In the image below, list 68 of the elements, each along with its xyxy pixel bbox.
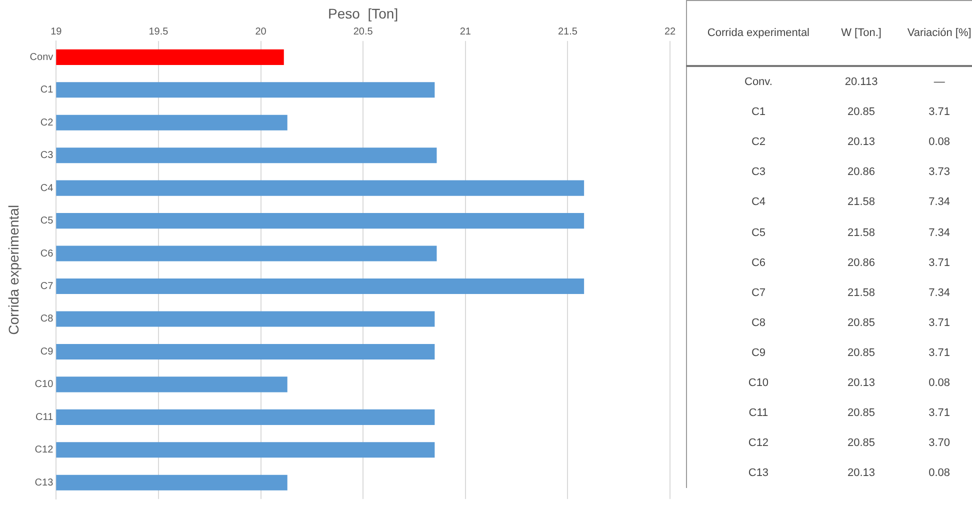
y-tick-label: C6	[40, 248, 54, 260]
y-tick-label: C9	[40, 346, 54, 358]
text: 3.70	[928, 436, 952, 452]
text: C6	[750, 256, 766, 271]
data-label: 20.13	[846, 376, 876, 391]
text: C8	[750, 316, 766, 331]
y-tick-label: Conv	[30, 52, 54, 63]
y-tick-label: C2	[40, 117, 54, 128]
x-tick-label: 19.5	[148, 26, 169, 38]
y-tick-label: C13	[34, 477, 54, 488]
text: —	[932, 75, 946, 90]
text: Variación [%]	[892, 0, 972, 66]
data-label: 20.113	[844, 75, 879, 90]
text: C13	[747, 466, 770, 482]
data-label: 20.13	[846, 135, 876, 150]
y-tick-label: C11	[36, 412, 54, 423]
y-tick-label: C7	[40, 281, 54, 292]
text: 0.08	[928, 135, 952, 150]
text: C9	[750, 346, 766, 361]
text: C2	[750, 135, 766, 150]
text: C7	[750, 286, 766, 301]
y-tick-label: C3	[40, 150, 54, 162]
x-tick-label: 22	[664, 26, 676, 38]
text: 3.71	[928, 256, 952, 271]
text: C1	[750, 105, 766, 120]
x-tick-label: 20.5	[353, 26, 374, 38]
text: C4	[750, 195, 766, 210]
y-tick-label: C5	[40, 216, 54, 227]
data-label: 21.58	[846, 286, 876, 301]
x-tick-label: 21	[460, 26, 472, 38]
text: 0.08	[928, 466, 952, 482]
data-label: 20.85	[846, 436, 876, 452]
text: C3	[750, 165, 766, 180]
data-label: 21.58	[846, 226, 876, 241]
y-axis-title: Corrida experimental	[5, 204, 22, 335]
text: 7.34	[928, 195, 952, 210]
y-tick-label: C8	[40, 314, 54, 325]
y-tick-label: C1	[40, 84, 54, 96]
x-axis-title: Peso [Ton]	[328, 5, 398, 22]
text: 3.71	[928, 346, 952, 361]
text: C11	[748, 406, 770, 422]
text: 0.08	[928, 376, 952, 391]
text: Corrida experimental	[686, 0, 830, 66]
text: 3.73	[928, 165, 952, 180]
text: C10	[747, 376, 770, 391]
text: Conv.	[744, 75, 774, 90]
text: 3.71	[928, 406, 952, 422]
x-tick-label: 19	[50, 26, 62, 38]
data-label: 20.86	[846, 165, 876, 180]
text: 7.34	[928, 286, 952, 301]
data-label: 20.13	[846, 466, 876, 482]
text: C5	[750, 226, 766, 241]
y-tick-label: C12	[34, 444, 54, 456]
y-tick-label: C4	[40, 182, 54, 194]
data-label: 20.85	[846, 406, 876, 422]
data-label: 20.85	[846, 316, 876, 331]
text: C12	[747, 436, 770, 452]
x-tick-label: 21.5	[558, 26, 578, 38]
text: W [Ton.]	[830, 0, 893, 66]
data-label: 20.85	[846, 105, 876, 120]
text: 3.71	[928, 105, 952, 120]
y-tick-label: C10	[34, 379, 54, 390]
data-label: 20.86	[846, 256, 876, 271]
data-label: 21.58	[846, 195, 876, 210]
x-tick-label: 20	[255, 26, 267, 38]
data-label: 20.85	[846, 346, 876, 361]
text: 7.34	[928, 226, 952, 241]
text: 3.71	[928, 316, 952, 331]
